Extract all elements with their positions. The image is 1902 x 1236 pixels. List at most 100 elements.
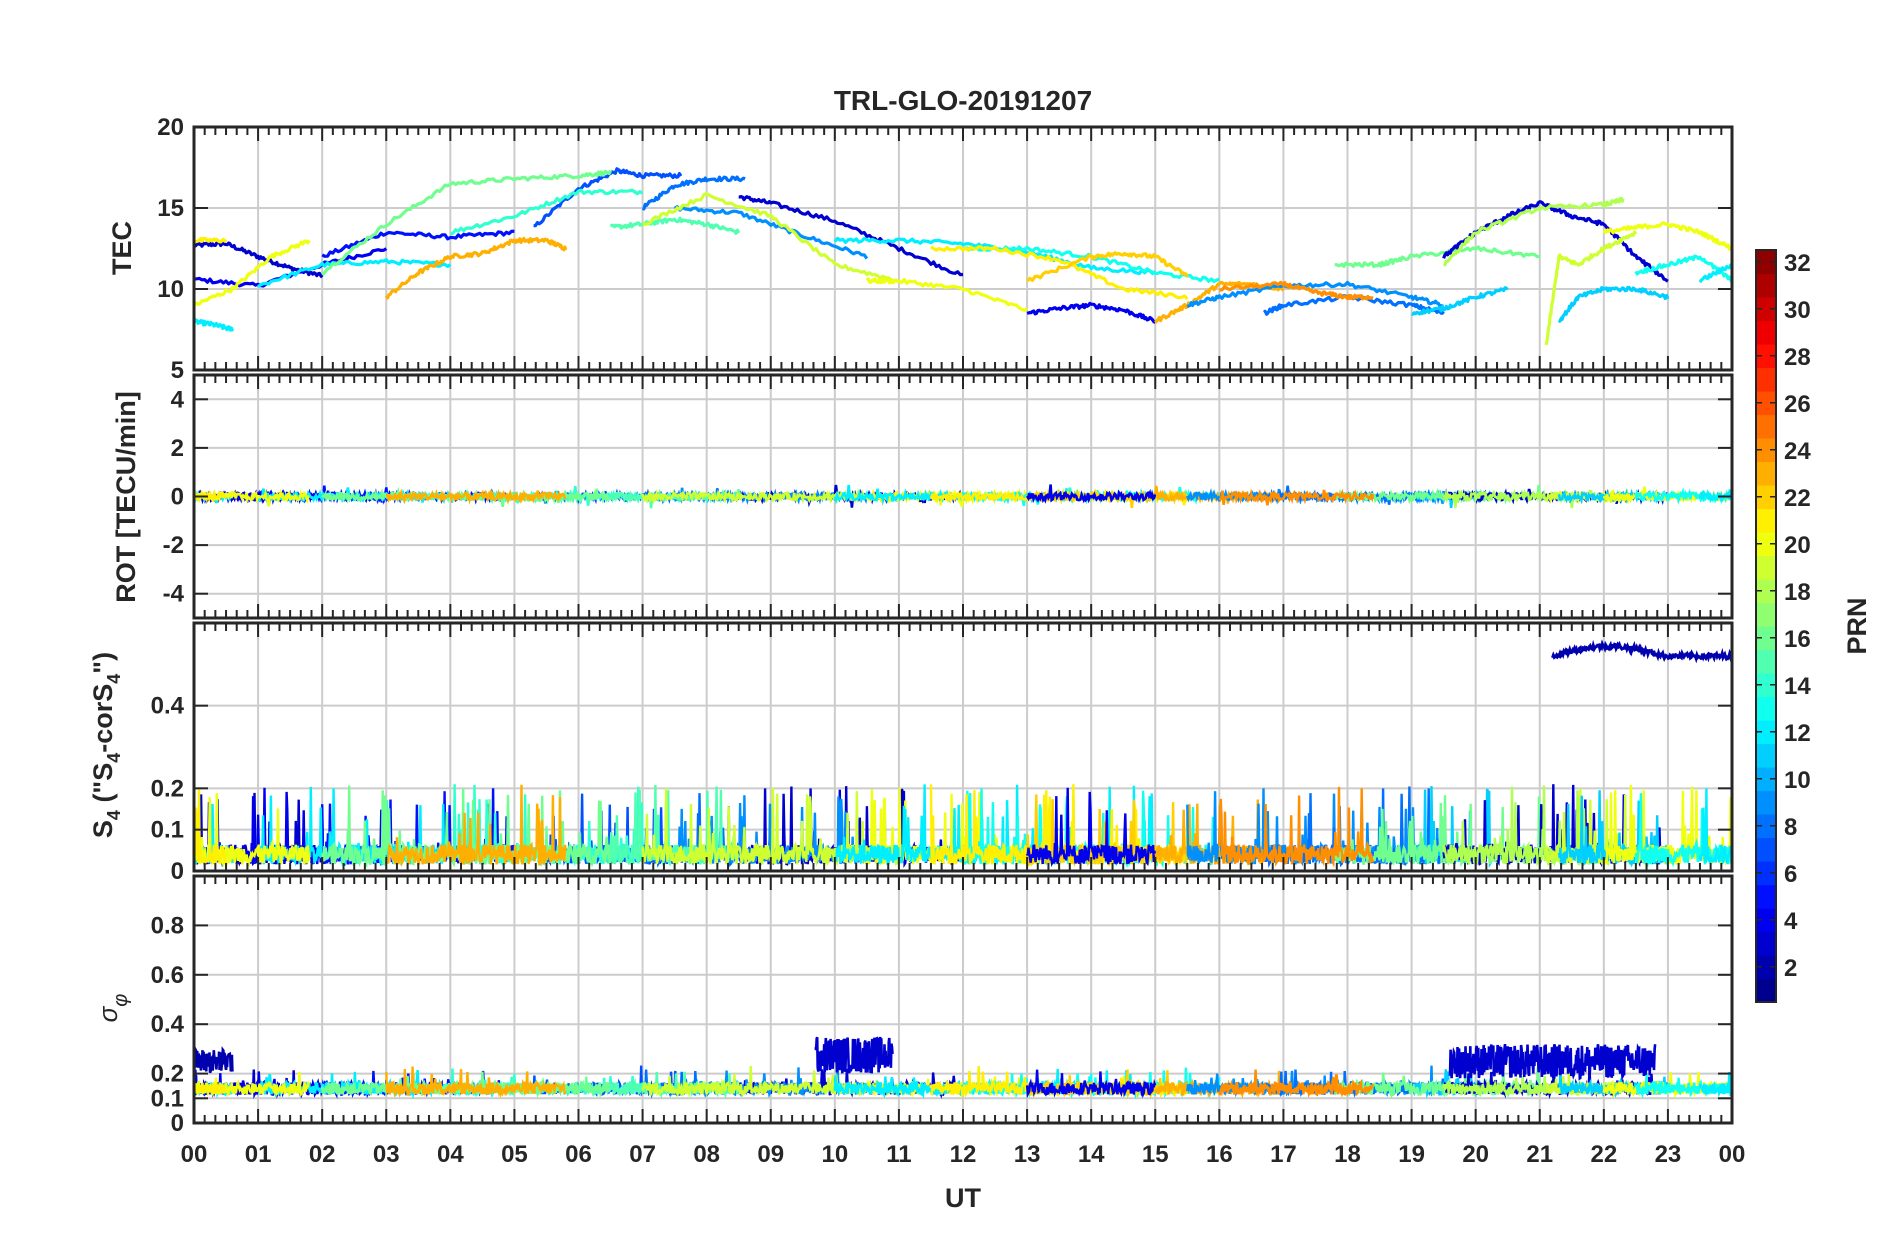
s4-series-line (1218, 786, 1375, 868)
colorbar-tick-label: 32 (1784, 250, 1811, 277)
x-tick-label: 01 (245, 1141, 272, 1168)
x-tick-label: 21 (1526, 1141, 1553, 1168)
x-tick-label: 07 (629, 1141, 656, 1168)
x-tick-label: 16 (1206, 1141, 1233, 1168)
x-tick-label: 20 (1462, 1141, 1489, 1168)
s4-series-line (194, 793, 311, 868)
y-tick-label: 0 (171, 858, 184, 885)
tec-series-line (930, 245, 1189, 301)
y-tick-label: 0 (171, 1110, 184, 1137)
panel-sigma-series (194, 1036, 1732, 1100)
s4-series-line (1698, 788, 1732, 866)
x-tick-label: 12 (950, 1141, 977, 1168)
colorbar-cell (1756, 884, 1776, 909)
panel-rot: -4 -2 0 2 4 ROT [TECU/min] (111, 373, 1734, 620)
y-tick-label: 0.4 (151, 1011, 185, 1038)
tec-series-line (1544, 230, 1638, 346)
x-axis-label: UT (945, 1183, 981, 1213)
sigma-series-line (1442, 1076, 1625, 1097)
colorbar-cell (1756, 767, 1776, 792)
colorbar-cell (1756, 367, 1776, 392)
colorbar-cell (1756, 814, 1776, 839)
sigma-high-segment-line (194, 1044, 234, 1074)
y-tick-label: 2 (171, 435, 184, 462)
sigma-series-line (385, 1066, 567, 1099)
y-tick-label: 0.6 (151, 962, 184, 989)
colorbar-cell (1756, 649, 1776, 674)
y-tick-label: -2 (163, 532, 184, 559)
colorbar-tick-label: 20 (1784, 532, 1811, 559)
colorbar-cell (1756, 955, 1776, 980)
y-tick-label: 0.2 (151, 1061, 184, 1088)
colorbar-tick-label: 4 (1784, 908, 1798, 935)
rot-series-line (385, 488, 567, 505)
tec-series-line (1634, 254, 1732, 284)
colorbar-cell (1756, 485, 1776, 510)
y-tick-label: -4 (163, 581, 185, 608)
colorbar-tick-label: 8 (1784, 814, 1797, 841)
tec-series-line (194, 236, 228, 244)
tec-series-line (738, 195, 964, 277)
panel-rot-ticks: -4 -2 0 2 4 (163, 375, 1733, 618)
tec-series-line (257, 258, 452, 288)
panel-sigma-phi: 00.10.2 0.4 0.6 0.8 σφ (93, 874, 1734, 1137)
colorbar-tick-label: 18 (1784, 579, 1811, 606)
rot-series-line (194, 489, 227, 504)
colorbar-cell (1756, 391, 1776, 416)
colorbar-cell (1756, 273, 1776, 298)
y-tick-label: 0.1 (151, 1085, 184, 1112)
x-tick-label: 02 (309, 1141, 336, 1168)
y-tick-label: 20 (157, 114, 184, 141)
panel-sigma-ticks: 00.10.2 0.4 0.6 0.8 (151, 876, 1733, 1137)
colorbar-cell (1756, 344, 1776, 369)
tec-series-line (1411, 286, 1509, 316)
colorbar-tick-label: 6 (1784, 861, 1797, 888)
sigma-series-line (1698, 1072, 1732, 1098)
rot-series-line (1025, 484, 1157, 504)
x-tick-label: 04 (437, 1141, 464, 1168)
sigma-series-line (1602, 1071, 1732, 1099)
sigma-series-line (1263, 1069, 1445, 1098)
s4-series-line (385, 784, 567, 868)
colorbar-cell (1756, 908, 1776, 933)
colorbar-cell (1756, 297, 1776, 322)
tec-series-line (194, 318, 234, 332)
y-tick-label: 4 (171, 386, 185, 413)
panel-s4: 00.10.20.4 S4 ("S4-corS4") (88, 621, 1734, 885)
sigma-high-segment-line (814, 1036, 894, 1074)
tec-series-line (1186, 280, 1444, 309)
colorbar-cell (1756, 532, 1776, 557)
tec-series-line (450, 188, 644, 235)
colorbar-cell (1756, 320, 1776, 345)
x-tick-label: 14 (1078, 1141, 1105, 1168)
x-tick-label: 00 (181, 1141, 208, 1168)
colorbar-tick-label: 14 (1784, 673, 1811, 700)
y-tick-label: 0.1 (151, 817, 184, 844)
colorbar-tick-label: 16 (1784, 626, 1811, 653)
tec-series-line (1443, 196, 1625, 267)
sigma-series-line (1218, 1069, 1375, 1098)
rot-ylabel: ROT [TECU/min] (111, 391, 141, 602)
tec-series-line (642, 192, 900, 284)
colorbar-tick-label: 30 (1784, 297, 1811, 324)
colorbar-cell (1756, 626, 1776, 651)
colorbar-cell (1756, 790, 1776, 815)
colorbar-tick-label: 22 (1784, 485, 1811, 512)
y-tick-label: 0.4 (151, 693, 185, 720)
panel-rot-series (194, 484, 1732, 509)
tec-series-line (1602, 221, 1732, 252)
x-tick-labels: 00 01 02 03 04 05 06 07 08 09 10 11 12 13 14 15 16 17 18 19… (181, 1141, 1746, 1168)
x-tick-label: 10 (821, 1141, 848, 1168)
rot-series-line (1333, 484, 1542, 505)
s4-series-line (609, 784, 740, 867)
tec-series-line (609, 216, 741, 235)
sigma-high-segment-line (1448, 1043, 1657, 1081)
colorbar-frame (1755, 249, 1777, 1003)
tec-series-line (865, 277, 1029, 312)
colorbar-cell (1756, 978, 1776, 1003)
panel-sigma-frame (192, 874, 1734, 1125)
s4-high-band-line (1551, 639, 1732, 664)
colorbar-cells (1756, 250, 1776, 1003)
y-tick-label: 0 (171, 484, 184, 511)
